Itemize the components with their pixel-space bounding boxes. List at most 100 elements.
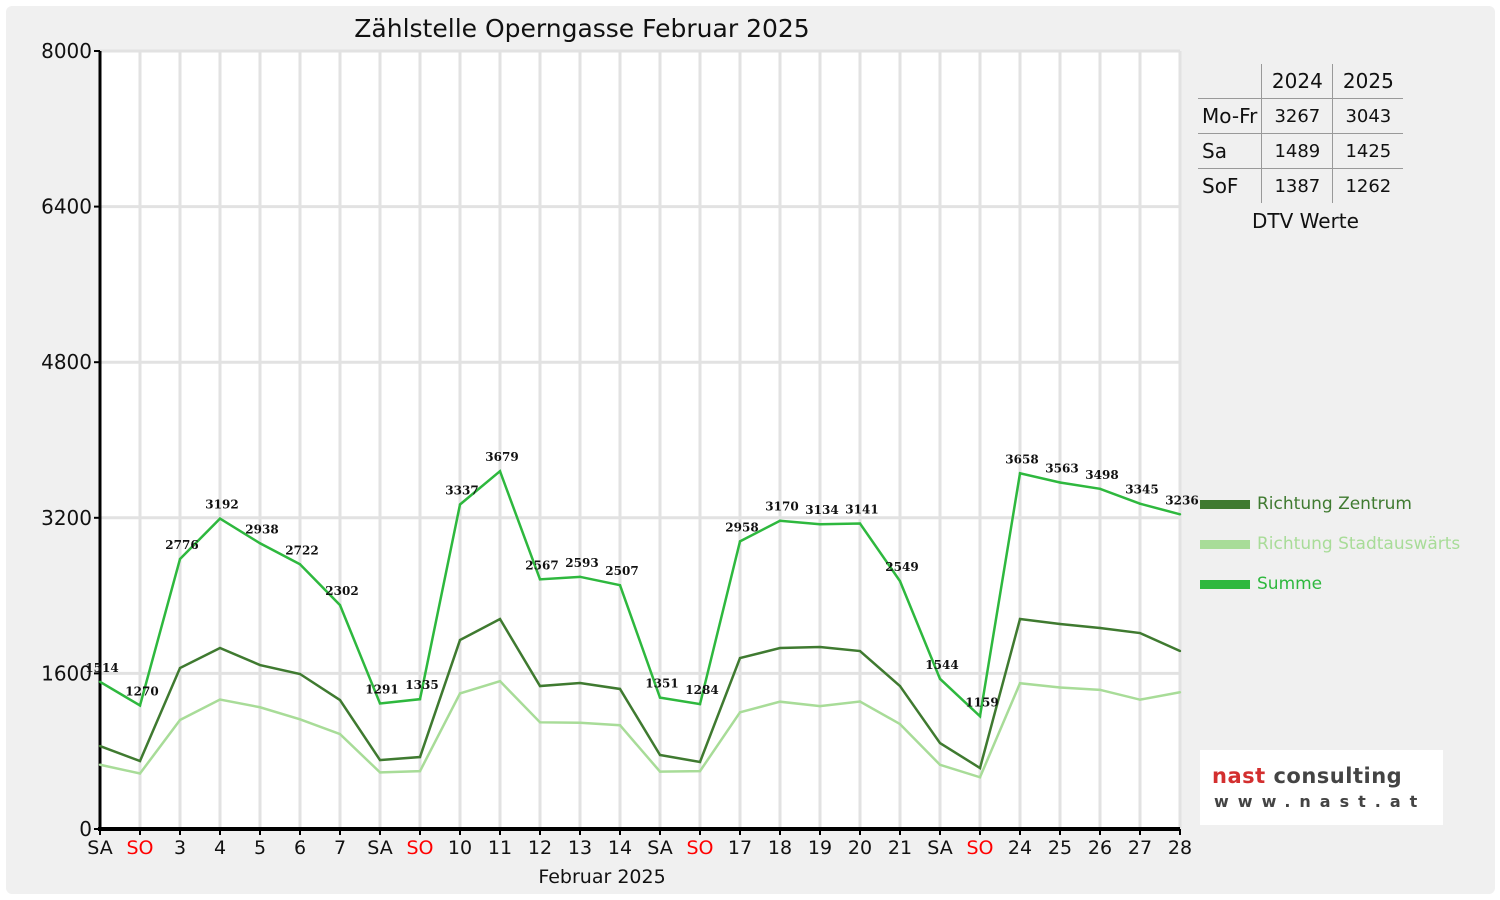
data-point [698,702,702,706]
data-point [1058,622,1062,626]
dtv-header-row: 2024 2025 [1198,64,1404,99]
legend-swatch [1200,579,1250,589]
data-point [938,741,942,745]
data-point [738,711,742,714]
legend-item-stadtauswaerts: Richtung Stadtauswärts [1200,534,1460,554]
x-tick-label: SA [367,837,392,859]
dtv-header: 2025 [1332,64,1404,99]
data-label: 3141 [845,503,878,517]
dtv-cell: SoF [1198,168,1262,203]
data-point [98,763,102,766]
data-label: 1291 [365,682,398,696]
data-point [258,663,262,667]
data-point [778,519,782,522]
logo-text: consulting [1273,764,1403,788]
chart-title: Zählstelle Operngasse Februar 2025 [354,14,809,43]
dtv-cell: Mo-Fr [1198,98,1262,134]
data-point [1178,513,1182,516]
legend-label: Richtung Stadtauswärts [1257,534,1461,554]
data-point [218,517,222,520]
y-tick-label: 1600 [41,661,92,685]
data-point [1138,502,1142,505]
y-tick-label: 3200 [41,506,92,530]
x-tick-label: SO [126,837,153,859]
dtv-cell: 1387 [1261,168,1333,203]
data-point [1098,487,1102,491]
data-point [138,759,142,763]
legend-item-summe: Summe [1200,574,1322,594]
data-point [938,763,942,767]
logo-text: nast [1212,764,1266,788]
data-point [1138,698,1142,701]
x-tick-label: SA [927,837,952,859]
nast-consulting-logo: nast consulting www.nast.at [1200,750,1443,825]
x-axis-label: Februar 2025 [538,866,665,888]
data-point [1178,691,1182,694]
dtv-cell: 3043 [1332,98,1404,134]
legend-label: Richtung Zentrum [1257,494,1412,514]
y-tick-label: 8000 [41,39,92,63]
dtv-cell: 1262 [1332,168,1404,203]
data-point [978,715,982,718]
data-label: 2938 [245,522,278,536]
data-point [1018,617,1022,621]
data-point [298,563,302,566]
data-point [458,503,462,506]
data-point [578,721,582,725]
x-tick-label: 21 [888,837,912,859]
data-point [578,681,582,685]
x-tick-label: SO [966,837,993,859]
dtv-row: Sa 1489 1425 [1198,133,1404,169]
data-point [538,721,542,724]
data-point [858,522,862,525]
dtv-cell: 1489 [1261,133,1333,169]
x-tick-label: 3 [174,837,186,859]
x-tick-label: 20 [848,837,872,859]
data-point [378,771,382,774]
data-label: 2549 [885,560,918,574]
data-point [138,704,142,707]
data-point [538,578,542,581]
dtv-table: 2024 2025 Mo-Fr 3267 3043 Sa 1489 1425 S… [1198,64,1404,203]
data-label: 3498 [1085,468,1118,482]
data-point [498,470,502,473]
x-tick-label: 4 [214,837,226,859]
x-tick-label: 28 [1168,837,1192,859]
data-label: 3337 [445,483,478,497]
data-point [258,706,262,709]
data-point [658,696,662,699]
data-point [778,646,782,650]
data-point [458,692,462,695]
data-label: 3345 [1125,483,1158,497]
data-label: 3170 [765,500,798,514]
data-point [698,769,702,773]
data-point [818,523,822,526]
data-label: 1159 [965,695,998,709]
dtv-cell: 1425 [1332,133,1404,169]
data-point [1098,626,1102,630]
x-tick-label: SO [406,837,433,859]
data-point [378,758,382,762]
data-label: 1514 [85,661,118,675]
data-label: 2776 [165,538,198,552]
data-point [618,687,622,691]
data-label: 2958 [725,520,758,534]
data-point [418,755,422,759]
data-point [858,649,862,653]
x-tick-label: 24 [1008,837,1032,859]
data-point [338,603,342,607]
data-point [618,583,622,587]
data-point [618,724,622,727]
data-point [898,722,902,726]
logo-url: www.nast.at [1214,792,1427,811]
x-tick-label: 14 [608,837,632,859]
data-label: 3236 [1165,493,1198,507]
data-point [818,704,822,708]
data-point [338,698,342,702]
data-label: 2722 [285,543,318,557]
data-point [498,679,502,683]
legend-swatch [1200,539,1250,549]
x-tick-label: 6 [294,837,306,859]
y-tick-label: 0 [79,817,92,841]
series-line-summe [99,469,1181,719]
